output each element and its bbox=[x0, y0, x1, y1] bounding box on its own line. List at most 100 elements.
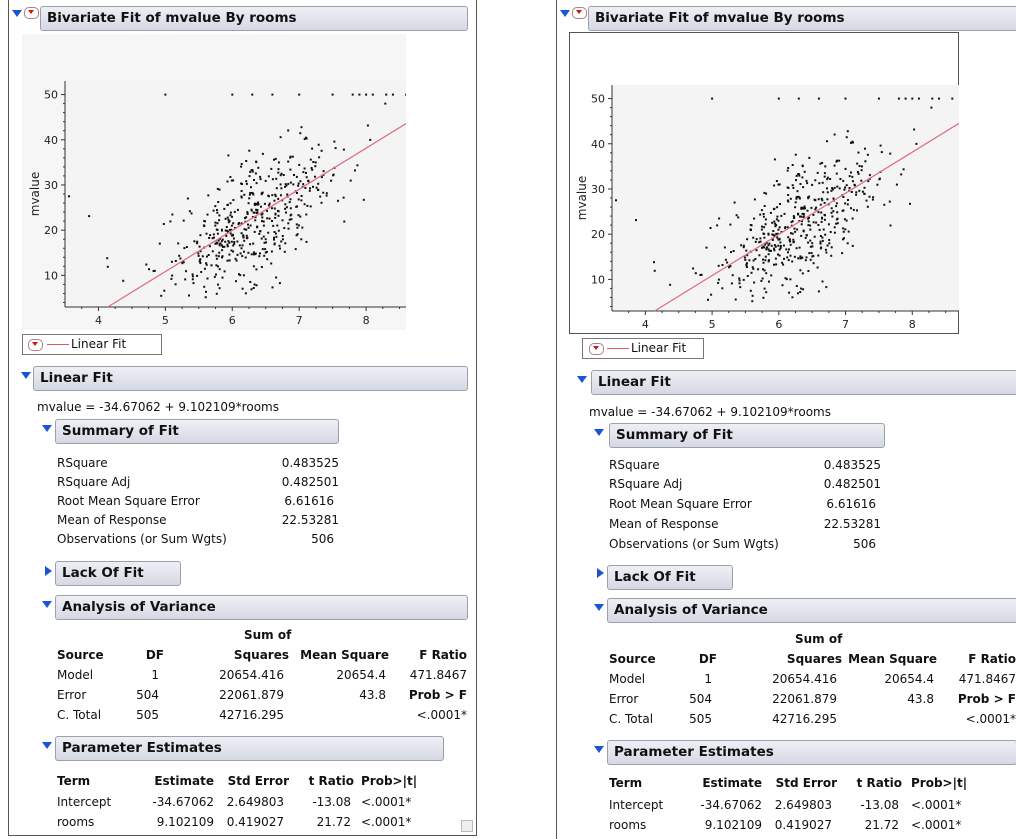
data-point bbox=[773, 220, 776, 223]
data-point bbox=[788, 238, 791, 241]
data-point bbox=[844, 97, 847, 100]
disclosure-triangle-icon[interactable] bbox=[12, 10, 22, 17]
lack-of-fit-header[interactable]: Lack Of Fit bbox=[55, 561, 181, 586]
summary-value: 6.61616 bbox=[284, 494, 334, 508]
resize-grip-icon[interactable] bbox=[461, 820, 473, 832]
data-point bbox=[205, 290, 207, 293]
col-header: F Ratio bbox=[968, 652, 1016, 666]
data-point bbox=[832, 210, 835, 213]
linear-fit-legend[interactable]: Linear Fit bbox=[22, 334, 162, 355]
data-point bbox=[231, 215, 233, 218]
linear-fit-legend[interactable]: Linear Fit bbox=[582, 338, 704, 359]
data-point bbox=[729, 223, 732, 226]
data-point bbox=[810, 206, 813, 209]
data-point bbox=[227, 240, 230, 243]
data-point bbox=[787, 167, 790, 169]
summary-value: 0.483525 bbox=[823, 458, 881, 472]
parameter-estimates-header[interactable]: Parameter Estimates bbox=[55, 736, 444, 761]
linear-fit-disclosure-icon[interactable] bbox=[21, 372, 31, 379]
data-point bbox=[744, 258, 747, 261]
legend-menu-icon[interactable] bbox=[28, 339, 43, 351]
param-disclosure-icon[interactable] bbox=[594, 746, 604, 753]
data-point bbox=[275, 187, 278, 190]
red-triangle-menu-icon[interactable] bbox=[572, 7, 587, 19]
col-header: DF bbox=[698, 652, 717, 666]
data-point bbox=[788, 291, 791, 294]
anova-cell: Prob > F bbox=[408, 688, 467, 702]
linear-fit-disclosure-icon[interactable] bbox=[577, 376, 587, 383]
data-point bbox=[371, 93, 374, 96]
summary-disclosure-icon[interactable] bbox=[594, 429, 604, 436]
data-point bbox=[169, 220, 172, 223]
param-disclosure-icon[interactable] bbox=[42, 742, 52, 749]
data-point bbox=[158, 242, 161, 245]
data-point bbox=[784, 227, 787, 230]
data-point bbox=[322, 170, 325, 173]
data-point bbox=[214, 242, 217, 245]
data-point bbox=[773, 158, 776, 161]
summary-of-fit-header[interactable]: Summary of Fit bbox=[55, 419, 339, 444]
scatter-plot[interactable]: 1020304050456789roomsmvalue bbox=[22, 34, 406, 330]
anova-cell: 20654.416 bbox=[219, 668, 284, 682]
linear-fit-header[interactable]: Linear Fit bbox=[591, 370, 1016, 395]
anova-header[interactable]: Analysis of Variance bbox=[55, 595, 468, 620]
data-point bbox=[823, 201, 826, 204]
bivariate-fit-header[interactable]: Bivariate Fit of mvalue By rooms bbox=[40, 6, 468, 31]
data-point bbox=[826, 187, 828, 190]
data-point bbox=[295, 234, 298, 237]
data-point bbox=[186, 197, 189, 200]
data-point bbox=[757, 268, 760, 271]
data-point bbox=[700, 273, 703, 276]
data-point bbox=[653, 261, 655, 264]
data-point bbox=[711, 97, 714, 100]
parameter-estimates-header[interactable]: Parameter Estimates bbox=[607, 740, 1016, 765]
anova-header[interactable]: Analysis of Variance bbox=[607, 598, 1016, 623]
data-point bbox=[239, 274, 242, 277]
data-point bbox=[247, 202, 250, 205]
bivariate-fit-header[interactable]: Bivariate Fit of mvalue By rooms bbox=[588, 6, 1016, 31]
param-cell: rooms bbox=[57, 815, 95, 829]
anova-disclosure-icon[interactable] bbox=[42, 601, 52, 608]
data-point bbox=[300, 126, 303, 129]
scatter-plot[interactable]: 1020304050456789roomsmvalue bbox=[569, 34, 959, 330]
data-point bbox=[764, 243, 767, 246]
data-point bbox=[270, 167, 273, 170]
data-points bbox=[68, 93, 406, 299]
disclosure-triangle-icon[interactable] bbox=[560, 10, 570, 17]
anova-cell: 43.8 bbox=[359, 688, 386, 702]
lack-of-fit-disclosure-icon[interactable] bbox=[597, 568, 604, 578]
data-point bbox=[218, 219, 221, 222]
linear-fit-header[interactable]: Linear Fit bbox=[33, 366, 468, 391]
param-cell: 9.102109 bbox=[704, 818, 762, 832]
data-point bbox=[246, 212, 249, 215]
summary-of-fit-header[interactable]: Summary of Fit bbox=[609, 423, 885, 448]
data-point bbox=[889, 152, 892, 155]
linear-fit-line[interactable] bbox=[654, 111, 959, 312]
data-point bbox=[248, 197, 251, 200]
data-point bbox=[844, 202, 847, 205]
data-point bbox=[279, 174, 282, 177]
red-triangle-menu-icon[interactable] bbox=[24, 7, 39, 19]
data-point bbox=[775, 218, 778, 221]
anova-cell: 471.8467 bbox=[409, 668, 467, 682]
data-point bbox=[844, 228, 847, 231]
anova-disclosure-icon[interactable] bbox=[594, 604, 604, 611]
legend-line-swatch bbox=[607, 348, 629, 349]
data-point bbox=[314, 161, 317, 164]
data-point bbox=[730, 251, 732, 254]
data-point bbox=[797, 173, 800, 176]
data-point bbox=[221, 276, 224, 279]
data-point bbox=[792, 240, 795, 243]
data-point bbox=[807, 196, 810, 199]
lack-of-fit-disclosure-icon[interactable] bbox=[45, 566, 52, 576]
data-point bbox=[248, 149, 251, 152]
legend-menu-icon[interactable] bbox=[589, 343, 604, 355]
param-cell: -34.67062 bbox=[152, 795, 214, 809]
data-point bbox=[251, 191, 253, 194]
lack-of-fit-header[interactable]: Lack Of Fit bbox=[607, 565, 733, 590]
linear-fit-line[interactable] bbox=[107, 107, 406, 308]
data-point bbox=[737, 216, 740, 219]
data-point bbox=[765, 272, 768, 275]
summary-disclosure-icon[interactable] bbox=[42, 425, 52, 432]
x-tick-label: 6 bbox=[229, 314, 236, 327]
